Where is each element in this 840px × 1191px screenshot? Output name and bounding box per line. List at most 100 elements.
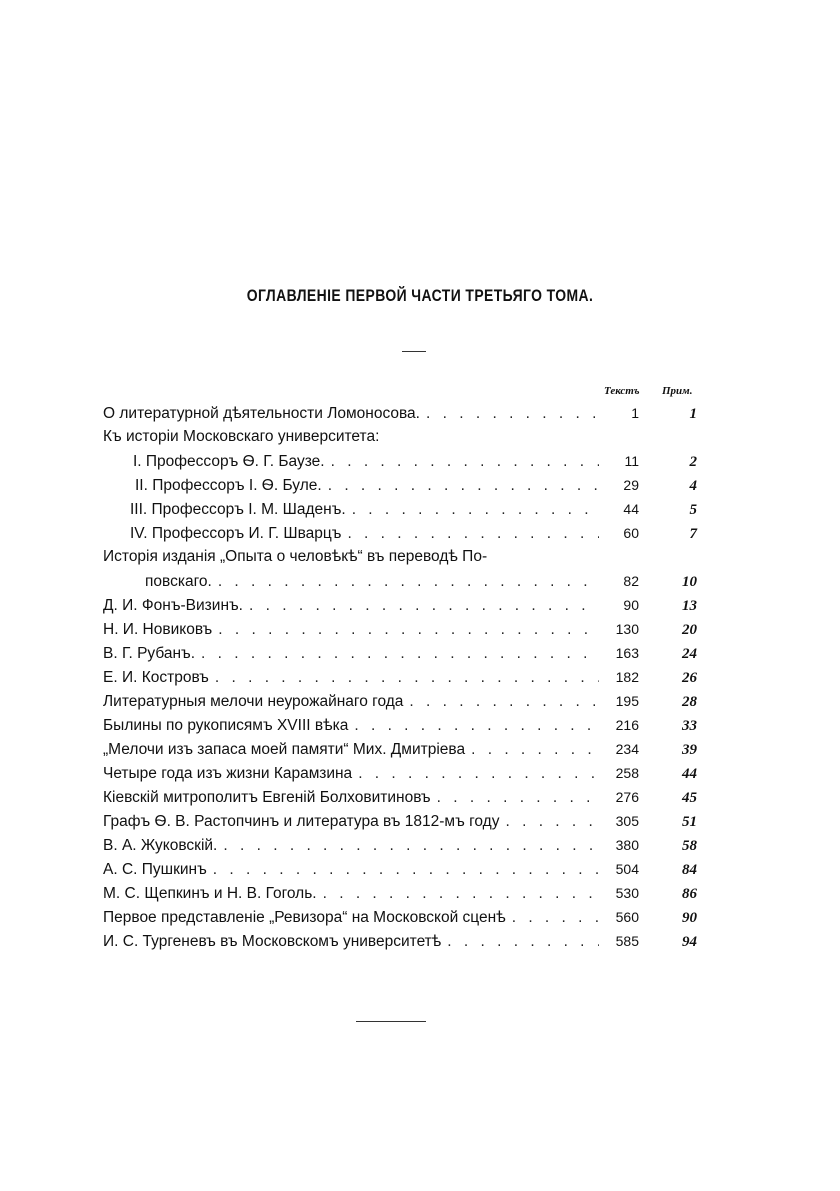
- toc-entry: Д. И. Фонъ-Визинъ. 90 13: [103, 593, 697, 617]
- entry-title: I. Профессоръ Ѳ. Г. Баузе.: [133, 453, 325, 470]
- dot-leader: [213, 858, 599, 882]
- entry-title: Къ исторіи Московскаго университета:: [103, 428, 380, 445]
- toc-entry: В. Г. Рубанъ. 163 24: [103, 641, 697, 665]
- entry-page: 276: [615, 789, 639, 805]
- entry-title: М. С. Щепкинъ и Н. В. Гоголь.: [103, 885, 317, 902]
- toc-entry: Четыре года изъ жизни Карамзина 258 44: [103, 761, 697, 785]
- entry-page: 90: [623, 597, 639, 613]
- entry-title: Исторія изданія „Опыта о человѣкѣ“ въ пе…: [103, 548, 488, 565]
- entry-title: И. С. Тургеневъ въ Московскомъ университ…: [103, 933, 442, 950]
- toc-entry: III. Профессоръ I. М. Шаденъ. 44 5: [103, 497, 697, 521]
- entry-title: Н. И. Новиковъ: [103, 621, 213, 638]
- toc-entry: В. А. Жуковскій. 380 58: [103, 833, 697, 857]
- entry-page: 163: [615, 645, 639, 661]
- bottom-divider: [356, 1021, 426, 1022]
- page-title: ОГЛАВЛЕНІЕ ПЕРВОЙ ЧАСТИ ТРЕТЬЯГО ТОМА.: [246, 286, 594, 305]
- dot-leader: [328, 474, 599, 498]
- entry-title: Е. И. Костровъ: [103, 669, 209, 686]
- dot-leader: [352, 498, 599, 522]
- entry-title: В. Г. Рубанъ.: [103, 645, 196, 662]
- entry-title: Д. И. Фонъ-Визинъ.: [103, 597, 243, 614]
- toc-entry: Н. И. Новиковъ 130 20: [103, 617, 697, 641]
- entry-page: 504: [615, 861, 639, 877]
- column-header-text: Текстъ: [604, 385, 640, 397]
- entry-page: 82: [623, 573, 639, 589]
- entry-page: 11: [624, 453, 639, 469]
- entry-title: Графъ Ѳ. В. Растопчинъ и литература въ 1…: [103, 813, 500, 830]
- dot-leader: [323, 882, 599, 906]
- table-of-contents: О литературной дѣятельности Ломоносова. 1…: [103, 401, 697, 953]
- dot-leader: [331, 450, 599, 474]
- dot-leader: [223, 834, 599, 858]
- dot-leader: [215, 666, 599, 690]
- title-divider: [402, 351, 426, 352]
- toc-entry: Литературныя мелочи неурожайнаго года 195…: [103, 689, 697, 713]
- dot-leader: [512, 906, 599, 930]
- entry-note-page: 84: [682, 862, 697, 878]
- entry-note-page: 45: [682, 790, 697, 806]
- toc-entry: повскаго. 82 10: [103, 569, 697, 593]
- dot-leader: [347, 522, 599, 546]
- toc-entry: „Мелочи изъ запаса моей памяти“ Мих. Дми…: [103, 737, 697, 761]
- entry-note-page: 5: [689, 502, 698, 518]
- entry-note-page: 86: [682, 886, 697, 902]
- dot-leader: [249, 594, 599, 618]
- entry-page: 60: [623, 525, 639, 541]
- entry-title: IV. Профессоръ И. Г. Шварцъ: [130, 525, 342, 542]
- entry-note-page: 58: [682, 838, 697, 854]
- toc-entry: Графъ Ѳ. В. Растопчинъ и литература въ 1…: [103, 809, 697, 833]
- entry-note-page: 2: [689, 454, 698, 470]
- entry-title: Четыре года изъ жизни Карамзина: [103, 765, 353, 782]
- entry-page: 182: [615, 669, 639, 685]
- entry-note-page: 28: [682, 694, 697, 710]
- entry-title: А. С. Пушкинъ: [103, 861, 207, 878]
- entry-page: 234: [615, 741, 639, 757]
- entry-note-page: 33: [682, 718, 697, 734]
- entry-page: 1: [631, 405, 639, 421]
- entry-title: повскаго.: [145, 573, 212, 590]
- entry-note-page: 44: [682, 766, 697, 782]
- entry-title: III. Профессоръ I. М. Шаденъ.: [130, 501, 346, 518]
- entry-title: В. А. Жуковскій.: [103, 837, 218, 854]
- entry-page: 29: [623, 477, 639, 493]
- entry-page: 380: [615, 837, 639, 853]
- toc-entry: А. С. Пушкинъ 504 84: [103, 857, 697, 881]
- entry-note-page: 1: [689, 406, 698, 422]
- entry-note-page: 10: [682, 574, 697, 590]
- dot-leader: [354, 714, 599, 738]
- entry-page: 130: [615, 621, 639, 637]
- toc-entry: О литературной дѣятельности Ломоносова. 1…: [103, 401, 697, 425]
- entry-page: 44: [623, 501, 639, 517]
- entry-title: II. Профессоръ I. Ѳ. Буле.: [135, 477, 322, 494]
- toc-entry: М. С. Щепкинъ и Н. В. Гоголь. 530 86: [103, 881, 697, 905]
- entry-note-page: 94: [682, 934, 697, 950]
- entry-note-page: 51: [682, 814, 697, 830]
- dot-leader: [218, 570, 599, 594]
- dot-leader: [409, 690, 599, 714]
- toc-entry: Е. И. Костровъ 182 26: [103, 665, 697, 689]
- dot-leader: [447, 930, 599, 954]
- toc-entry: Исторія изданія „Опыта о человѣкѣ“ въ пе…: [103, 545, 697, 569]
- toc-entry: Былины по рукописямъ XVIII вѣка 216 33: [103, 713, 697, 737]
- toc-entry: Къ исторіи Московскаго университета:: [103, 425, 697, 449]
- dot-leader: [218, 618, 599, 642]
- dot-leader: [471, 738, 599, 762]
- entry-title: Литературныя мелочи неурожайнаго года: [103, 693, 404, 710]
- toc-entry: IV. Профессоръ И. Г. Шварцъ 60 7: [103, 521, 697, 545]
- entry-note-page: 39: [682, 742, 697, 758]
- entry-page: 216: [615, 717, 639, 733]
- entry-title: О литературной дѣятельности Ломоносова.: [103, 405, 420, 422]
- dot-leader: [437, 786, 599, 810]
- entry-page: 560: [615, 909, 639, 925]
- entry-note-page: 90: [682, 910, 697, 926]
- toc-entry: Первое представленіе „Ревизора“ на Моско…: [103, 905, 697, 929]
- dot-leader: [201, 642, 599, 666]
- entry-note-page: 7: [689, 526, 698, 542]
- toc-entry: И. С. Тургеневъ въ Московскомъ университ…: [103, 929, 697, 953]
- dot-leader: [505, 810, 599, 834]
- entry-title: Первое представленіе „Ревизора“ на Моско…: [103, 909, 506, 926]
- entry-note-page: 20: [682, 622, 697, 638]
- dot-leader: [358, 762, 599, 786]
- toc-entry: Кіевскій митрополитъ Евгеній Болховитино…: [103, 785, 697, 809]
- entry-title: „Мелочи изъ запаса моей памяти“ Мих. Дми…: [103, 741, 466, 758]
